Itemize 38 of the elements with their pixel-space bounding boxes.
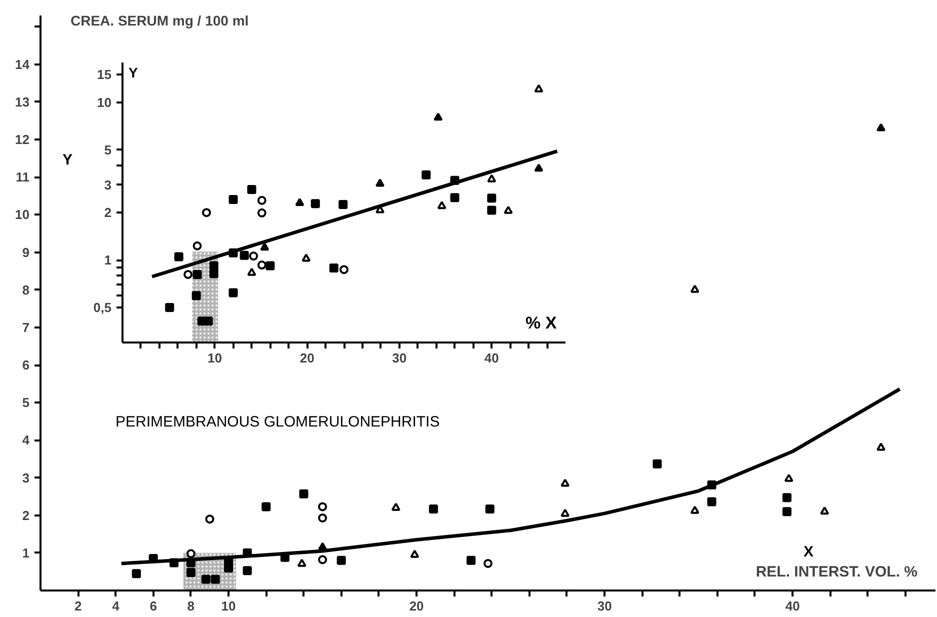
y-tick-label: 8 bbox=[22, 282, 30, 298]
x-tick-label: 8 bbox=[187, 598, 195, 614]
x-tick-label: 30 bbox=[392, 350, 407, 366]
y-axis-title: CREA. SERUM mg / 100 ml bbox=[70, 12, 249, 28]
y-tick-label: 12 bbox=[15, 132, 30, 148]
y-tick-label: 15 bbox=[97, 67, 112, 82]
y-tick-label: 10 bbox=[97, 94, 112, 110]
y-tick-label: 1 bbox=[104, 252, 112, 268]
y-tick-label: 1 bbox=[22, 545, 30, 560]
x-tick-label: 40 bbox=[785, 598, 800, 614]
annotation: PERIMEMBRANOUS GLOMERULONEPHRITIS bbox=[116, 414, 440, 430]
annotation: Y bbox=[128, 64, 138, 80]
y-tick-label: 2 bbox=[22, 508, 30, 523]
y-tick-label: 7 bbox=[22, 320, 30, 335]
y-tick-label: 2 bbox=[104, 205, 112, 220]
annotation: X bbox=[804, 544, 814, 560]
annotation: Y bbox=[62, 152, 73, 168]
y-tick-label: 3 bbox=[22, 470, 30, 486]
x-tick-label: 20 bbox=[300, 350, 314, 366]
y-tick-label: 13 bbox=[15, 94, 30, 110]
x-tick-label: 30 bbox=[597, 598, 612, 614]
y-tick-label: 9 bbox=[22, 244, 30, 260]
y-tick-label: 5 bbox=[104, 142, 112, 158]
y-tick-label: 14 bbox=[15, 56, 30, 72]
x-tick-label: 20 bbox=[409, 598, 424, 614]
x-axis-title: REL. INTERST. VOL. % bbox=[756, 564, 918, 580]
x-tick-label: 6 bbox=[150, 598, 157, 614]
x-tick-label: 40 bbox=[484, 350, 499, 366]
y-tick-label: 5 bbox=[22, 395, 30, 410]
x-tick-label: 10 bbox=[208, 350, 222, 366]
y-tick-label: 0,5 bbox=[93, 300, 112, 316]
y-tick-label: 4 bbox=[22, 432, 30, 448]
y-tick-label: 11 bbox=[16, 170, 30, 185]
x-tick-label: 2 bbox=[74, 598, 82, 614]
x-tick-label: 10 bbox=[221, 598, 236, 614]
annotation: % X bbox=[526, 314, 558, 332]
y-tick-label: 3 bbox=[104, 177, 112, 192]
y-tick-label: 10 bbox=[15, 207, 30, 222]
